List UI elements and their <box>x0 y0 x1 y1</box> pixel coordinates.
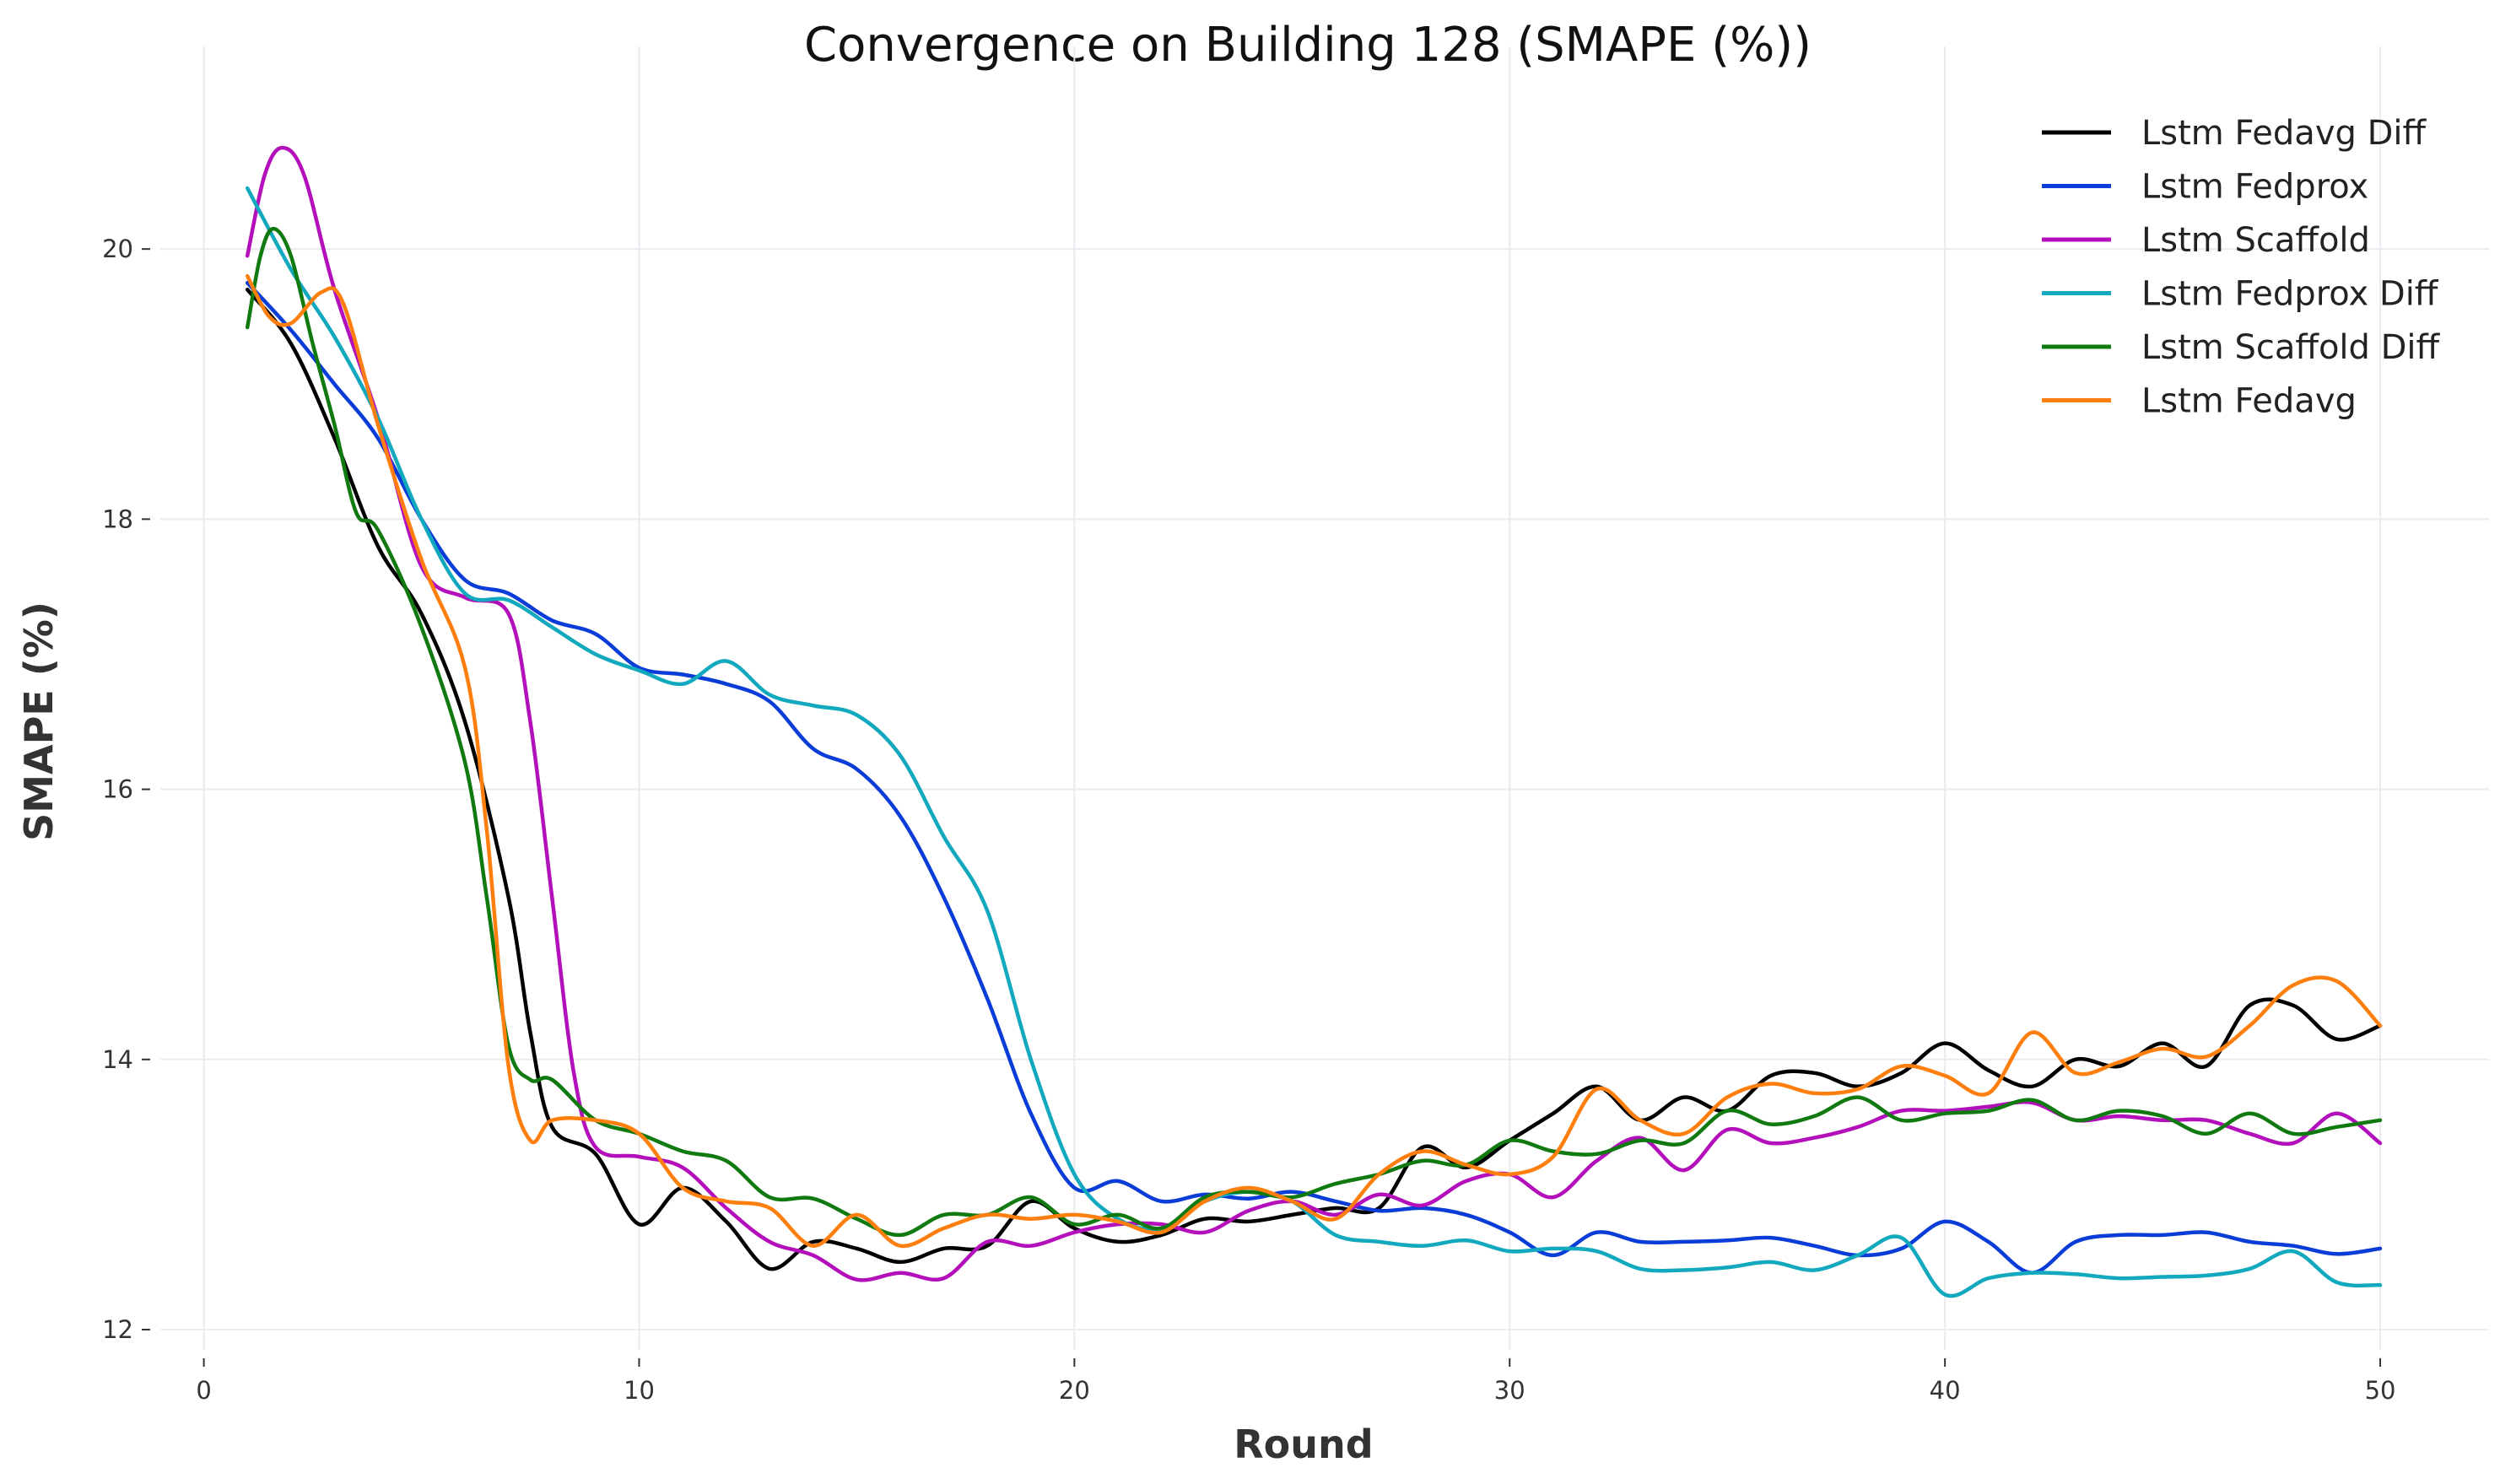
legend-label-lstm-fedavg-diff: Lstm Fedavg Diff <box>2141 114 2427 153</box>
gridlines <box>160 46 2489 1350</box>
x-axis-label: Round <box>1234 1422 1373 1467</box>
legend-label-lstm-fedavg: Lstm Fedavg <box>2141 382 2357 421</box>
legend-label-lstm-fedprox-diff: Lstm Fedprox Diff <box>2141 275 2439 314</box>
series-line-lstm-fedavg <box>245 273 2383 1249</box>
series-line-lstm-fedavg-diff <box>245 287 2383 1271</box>
y-axis-label: SMAPE (%) <box>16 602 62 841</box>
x-tick-label: 10 <box>624 1376 655 1405</box>
series-line-lstm-fedprox-diff <box>245 186 2383 1298</box>
series-line-lstm-scaffold <box>245 145 2383 1282</box>
legend-label-lstm-scaffold: Lstm Scaffold <box>2141 221 2370 260</box>
y-tick-label: 18 <box>102 505 133 533</box>
y-tick-label: 16 <box>102 775 133 804</box>
y-tick-label: 20 <box>102 235 133 263</box>
series-line-lstm-scaffold-diff <box>245 226 2383 1238</box>
x-tick-label: 20 <box>1059 1376 1090 1405</box>
x-tick-label: 40 <box>1930 1376 1961 1405</box>
legend: Lstm Fedavg Diff Lstm Fedprox Lstm Scaffol… <box>2042 114 2441 421</box>
y-tick-label: 14 <box>102 1045 133 1074</box>
legend-label-lstm-fedprox: Lstm Fedprox <box>2141 168 2368 207</box>
x-tick-label: 30 <box>1494 1376 1525 1405</box>
series-line-lstm-fedprox <box>245 280 2383 1275</box>
legend-label-lstm-scaffold-diff: Lstm Scaffold Diff <box>2141 328 2441 367</box>
chart-title: Convergence on Building 128 (SMAPE (%)) <box>804 18 1812 73</box>
series-lines <box>245 145 2383 1298</box>
axis-ticks: 0 10 20 30 40 50 12 14 16 18 20 <box>102 235 2395 1405</box>
y-tick-label: 12 <box>102 1315 133 1344</box>
x-tick-label: 50 <box>2365 1376 2396 1405</box>
x-tick-label: 0 <box>196 1376 211 1405</box>
